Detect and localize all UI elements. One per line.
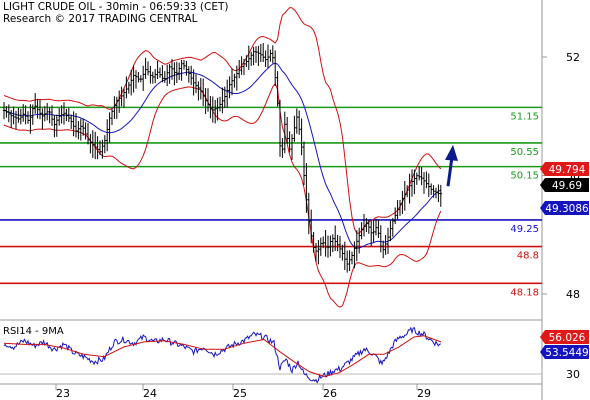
time-label-4: 29 xyxy=(417,387,431,400)
price-badge-1-pointer xyxy=(540,178,545,192)
rsi-badge-0-label: 56.026 xyxy=(549,332,586,344)
price-badge-2-label: 49.3086 xyxy=(545,203,589,215)
level-label-3: 49.25 xyxy=(510,224,539,235)
rsi-badge-0-pointer xyxy=(540,330,545,344)
level-label-5: 48.18 xyxy=(510,287,539,298)
time-label-3: 26 xyxy=(323,387,337,400)
forecast-arrow xyxy=(445,144,458,187)
rsi-badge-1-label: 53.5449 xyxy=(545,347,588,359)
level-label-2: 50.15 xyxy=(510,171,539,182)
rsi-ma-line xyxy=(3,335,442,378)
price-badge-0-label: 49.794 xyxy=(549,164,586,176)
price-series xyxy=(2,43,442,273)
rsi-title: RSI14 - 9MA xyxy=(3,326,64,337)
arrow-shaft xyxy=(446,156,454,187)
price-badge-0-bg xyxy=(545,162,589,176)
time-label-0: 23 xyxy=(56,387,70,400)
level-label-4: 48.8 xyxy=(517,251,539,262)
rsi-panel xyxy=(3,326,442,384)
price-badge-2-bg xyxy=(545,201,589,215)
chart-title: LIGHT CRUDE OIL - 30min - 06:59:33 (CET) xyxy=(3,1,229,13)
rsi-tick-label-0: 30 xyxy=(566,368,580,381)
price-tick-label-0: 52 xyxy=(566,51,580,64)
price-badges: 49.794 49.69 49.3086 56.026 53.5449 xyxy=(540,162,589,359)
time-label-1: 24 xyxy=(143,387,157,400)
price-tick-label-2: 48 xyxy=(566,288,580,301)
level-label-1: 50.55 xyxy=(510,147,539,158)
arrow-head xyxy=(445,144,458,161)
price-badge-2-pointer xyxy=(540,201,545,215)
rsi-badge-0-bg xyxy=(545,330,589,344)
rsi-badge-1-pointer xyxy=(540,345,545,359)
chart-copyright: Research © 2017 TRADING CENTRAL xyxy=(3,13,198,25)
time-label-2: 25 xyxy=(233,387,247,400)
rsi-badge-1-bg xyxy=(545,345,589,359)
time-axis: 23 24 25 26 29 xyxy=(55,384,431,400)
price-badge-1-label: 49.69 xyxy=(552,180,582,192)
bollinger-upper xyxy=(3,7,442,234)
price-badge-1-bg xyxy=(545,178,589,192)
level-label-0: 51.15 xyxy=(510,111,539,122)
bollinger-bands xyxy=(3,7,442,308)
price-badge-0-pointer xyxy=(540,162,545,176)
bollinger-lower xyxy=(3,82,442,308)
